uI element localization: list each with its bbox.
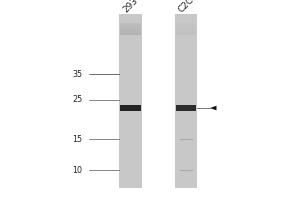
- Bar: [120, 24, 141, 26]
- Bar: [120, 33, 141, 34]
- Text: 293: 293: [121, 0, 140, 14]
- Bar: [120, 29, 141, 30]
- Bar: [176, 25, 196, 27]
- Text: 10: 10: [73, 166, 82, 175]
- Bar: [176, 31, 196, 33]
- Text: 35: 35: [72, 70, 82, 79]
- Text: C2C12: C2C12: [177, 0, 204, 14]
- Bar: [120, 26, 141, 27]
- Bar: [176, 105, 196, 111]
- Bar: [176, 23, 196, 25]
- Bar: [175, 14, 197, 188]
- Text: 15: 15: [72, 135, 82, 144]
- Text: 25: 25: [72, 95, 82, 104]
- Bar: [120, 32, 141, 33]
- Bar: [120, 23, 141, 24]
- Bar: [120, 105, 141, 111]
- Bar: [120, 28, 141, 29]
- Bar: [120, 30, 141, 32]
- Bar: [176, 27, 196, 29]
- Polygon shape: [210, 106, 217, 110]
- Bar: [119, 14, 142, 188]
- Bar: [120, 34, 141, 35]
- Bar: [176, 33, 196, 35]
- Bar: [120, 27, 141, 28]
- Bar: [176, 29, 196, 31]
